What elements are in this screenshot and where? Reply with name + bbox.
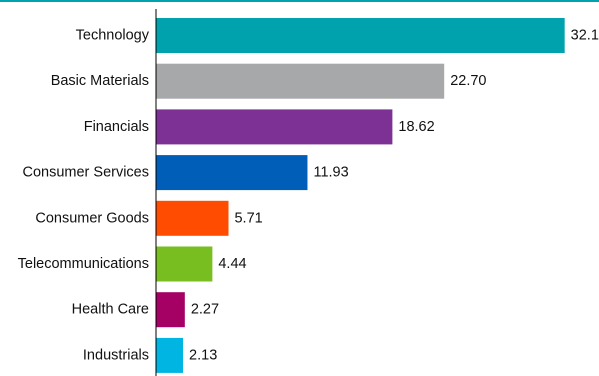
value-label: 2.27 [191, 302, 219, 318]
category-label: Health Care [72, 302, 149, 318]
bar [156, 18, 565, 53]
bar [156, 337, 184, 373]
category-label: Consumer Goods [35, 210, 149, 226]
bar [156, 246, 213, 282]
category-label: Telecommunications [18, 256, 149, 272]
category-label: Technology [76, 28, 150, 44]
category-label: Financials [84, 119, 149, 135]
bar [156, 63, 445, 99]
bars-layer: Technology 32.19 Basic Materials 22.70 Finan… [18, 18, 599, 373]
value-label: 22.70 [450, 73, 486, 89]
category-label: Consumer Services [22, 165, 149, 181]
bar [156, 292, 185, 328]
value-label: 5.71 [234, 210, 262, 226]
value-label: 32.19 [571, 28, 599, 44]
bar [156, 155, 308, 191]
bar [156, 200, 229, 236]
category-label: Industrials [83, 347, 149, 363]
value-label: 18.62 [398, 119, 434, 135]
bar [156, 109, 393, 145]
value-label: 4.44 [218, 256, 246, 272]
category-label: Basic Materials [51, 73, 149, 89]
value-label: 2.13 [189, 347, 217, 363]
value-label: 11.93 [313, 165, 348, 181]
